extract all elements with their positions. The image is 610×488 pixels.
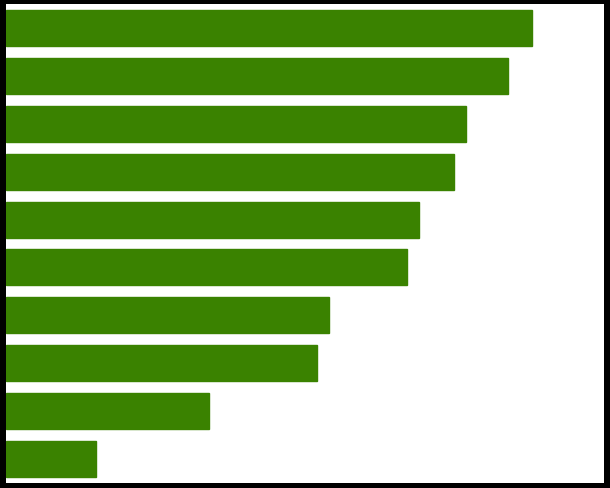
Bar [6,154,454,190]
Bar [6,202,418,238]
Bar [6,441,96,477]
Bar [6,298,329,334]
Bar [6,393,209,429]
Bar [6,59,508,95]
Bar [6,250,407,286]
Bar [6,106,467,142]
Bar [6,11,532,47]
Bar [6,346,317,382]
